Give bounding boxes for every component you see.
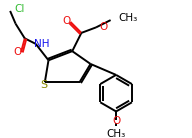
Text: CH₃: CH₃ <box>118 13 137 23</box>
Text: Cl: Cl <box>15 4 25 14</box>
Text: O: O <box>112 116 120 126</box>
Text: O: O <box>63 16 71 26</box>
Text: S: S <box>40 80 47 90</box>
Text: CH₃: CH₃ <box>107 129 126 138</box>
Text: NH: NH <box>34 39 50 49</box>
Text: O: O <box>13 47 22 57</box>
Text: O: O <box>100 22 108 32</box>
